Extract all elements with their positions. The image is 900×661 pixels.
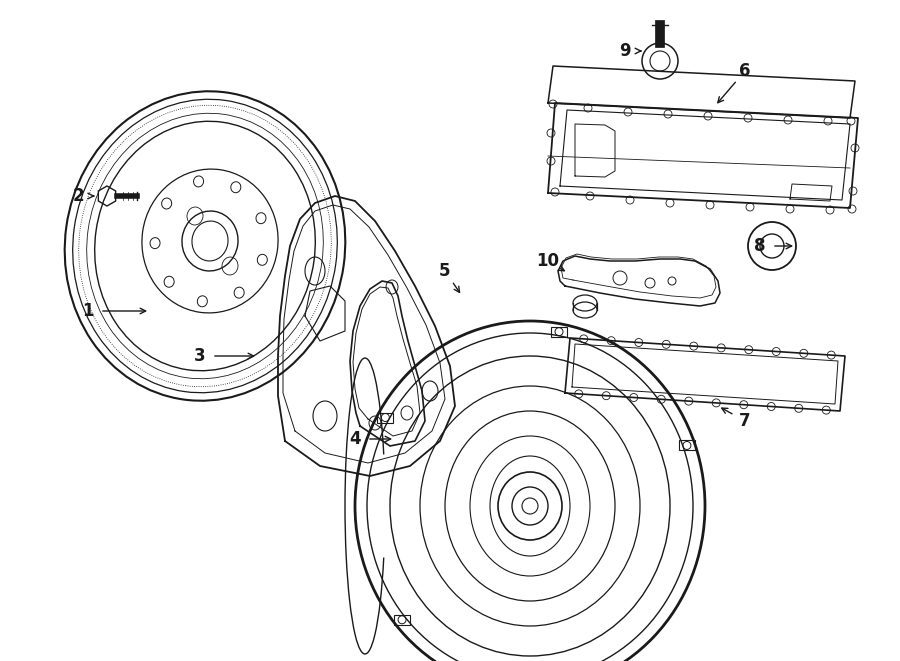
Text: 10: 10 [536,252,560,270]
Text: 4: 4 [349,430,361,448]
Text: 5: 5 [439,262,451,280]
Text: 3: 3 [194,347,206,365]
Text: 9: 9 [619,42,631,60]
Text: 6: 6 [739,62,751,80]
Text: 2: 2 [72,187,84,205]
Text: 1: 1 [82,302,94,320]
Text: 7: 7 [739,412,751,430]
Text: 8: 8 [754,237,766,255]
